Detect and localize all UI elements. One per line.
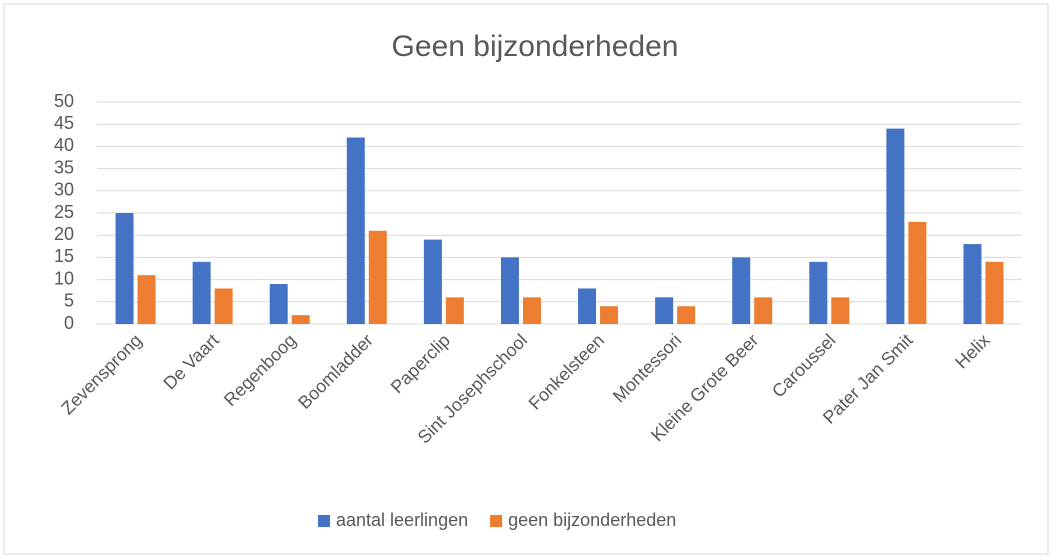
bar xyxy=(677,306,696,324)
y-tick-label: 50 xyxy=(54,91,74,111)
bar xyxy=(137,275,156,324)
bar xyxy=(600,306,619,324)
bar xyxy=(754,297,773,324)
bar xyxy=(291,315,310,324)
legend-label: geen bijzonderheden xyxy=(508,510,676,530)
bar xyxy=(809,261,828,324)
bar xyxy=(908,221,927,324)
bar xyxy=(655,297,674,324)
y-tick-label: 15 xyxy=(54,246,74,266)
bar xyxy=(522,297,541,324)
bar xyxy=(269,284,288,324)
bar xyxy=(423,239,442,324)
bar xyxy=(500,257,519,324)
y-tick-label: 45 xyxy=(54,113,74,133)
bar xyxy=(115,213,134,324)
bar xyxy=(578,288,597,324)
y-tick-label: 20 xyxy=(54,224,74,244)
y-tick-label: 30 xyxy=(54,180,74,200)
bar xyxy=(963,244,982,324)
y-tick-label: 40 xyxy=(54,135,74,155)
bar xyxy=(445,297,464,324)
bar xyxy=(214,288,233,324)
y-tick-label: 5 xyxy=(64,291,74,311)
y-tick-label: 10 xyxy=(54,268,74,288)
y-tick-label: 0 xyxy=(64,313,74,333)
legend-swatch xyxy=(490,515,503,527)
legend-label: aantal leerlingen xyxy=(336,510,468,530)
bar xyxy=(192,261,211,324)
y-tick-label: 35 xyxy=(54,157,74,177)
y-tick-label: 25 xyxy=(54,202,74,222)
chart-title: Geen bijzonderheden xyxy=(392,30,679,63)
bar xyxy=(985,261,1004,324)
bar xyxy=(831,297,850,324)
bar xyxy=(886,128,905,324)
bar xyxy=(732,257,751,324)
bar xyxy=(368,230,387,324)
bar xyxy=(346,137,365,324)
chart-border xyxy=(3,3,1049,555)
legend-swatch xyxy=(318,515,330,527)
